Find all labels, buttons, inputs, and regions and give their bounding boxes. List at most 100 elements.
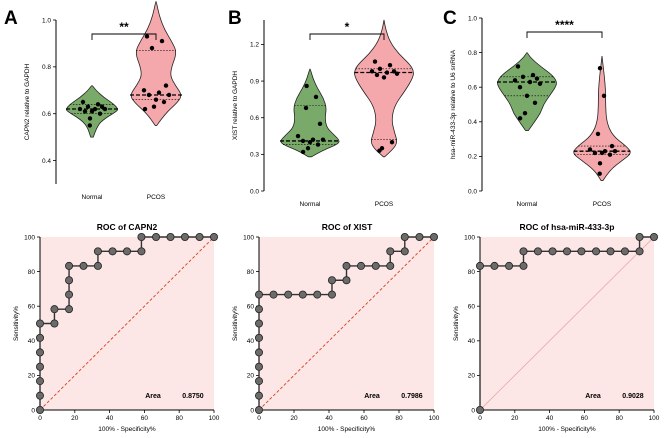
- data-point: [142, 106, 148, 112]
- roc-point: [635, 247, 644, 256]
- data-point: [317, 121, 323, 127]
- violin-normal: [497, 52, 557, 131]
- roc-point: [152, 232, 161, 241]
- roc-point: [635, 232, 644, 241]
- roc-point: [36, 405, 45, 414]
- y-axis-label: hsa-miR-433-3p relative to U6 snRNA: [450, 49, 457, 159]
- data-point: [387, 62, 393, 68]
- data-point: [166, 92, 172, 98]
- roc-point: [606, 247, 615, 256]
- roc-point: [65, 276, 74, 285]
- data-point: [587, 147, 593, 152]
- significance-label: ****: [555, 18, 574, 32]
- y-tick-label: 0.6: [250, 115, 259, 122]
- roc-point: [36, 362, 45, 371]
- roc-point: [254, 348, 263, 357]
- roc-point: [36, 333, 45, 342]
- x-tick-label: 0: [38, 415, 42, 422]
- y-tick-label: 40: [28, 338, 36, 345]
- x-tick-label: 100: [429, 415, 440, 422]
- y-tick-label: 40: [468, 338, 476, 345]
- y-axis-label: Sensitivity%: [13, 306, 20, 341]
- roc-point: [93, 261, 102, 270]
- data-point: [89, 109, 95, 114]
- roc-title: ROC of CAPN2: [97, 222, 158, 232]
- roc-point: [533, 247, 542, 256]
- x-tick-label: 60: [581, 415, 589, 422]
- y-tick-label: 0.2: [468, 154, 477, 161]
- data-point: [87, 123, 93, 128]
- reference-diagonal: [39, 236, 215, 411]
- data-point: [612, 149, 618, 154]
- roc-point: [65, 261, 74, 270]
- data-point: [163, 83, 169, 88]
- area-label: Area: [585, 393, 601, 400]
- roc-point: [650, 232, 659, 241]
- x-category-label: PCOS: [147, 194, 166, 201]
- roc-point: [313, 290, 322, 299]
- data-point: [97, 111, 103, 116]
- roc-point: [429, 232, 438, 241]
- data-point: [597, 171, 602, 176]
- data-point: [305, 146, 311, 151]
- roc-point: [490, 261, 499, 270]
- roc-point: [137, 232, 146, 241]
- data-point: [159, 38, 165, 44]
- roc-point: [50, 305, 59, 314]
- data-point: [530, 72, 536, 78]
- data-point: [307, 139, 313, 145]
- y-tick-label: 100: [243, 234, 254, 241]
- roc-point: [620, 247, 629, 256]
- y-tick-label: 0.0: [250, 188, 259, 195]
- y-tick-label: 40: [247, 338, 255, 345]
- roc-point: [254, 333, 263, 342]
- violin-pcos: [573, 56, 631, 182]
- data-point: [156, 90, 162, 95]
- roc-point: [50, 319, 59, 328]
- roc-point: [254, 391, 263, 400]
- significance-bracket: [91, 33, 157, 40]
- y-tick-label: 60: [468, 304, 476, 311]
- x-category-label: PCOS: [593, 201, 612, 208]
- data-point: [92, 106, 98, 112]
- data-point: [310, 137, 316, 142]
- data-point: [512, 78, 518, 83]
- reference-diagonal: [479, 236, 655, 411]
- roc-point: [519, 247, 528, 256]
- x-axis-label: 100% - Specificity%: [538, 426, 596, 433]
- x-category-label: Normal: [300, 201, 322, 208]
- data-point: [517, 85, 523, 90]
- roc-point: [65, 290, 74, 299]
- y-tick-label: 100: [464, 234, 475, 241]
- violin-pcos: [354, 19, 414, 158]
- area-value: 0.8750: [182, 393, 204, 400]
- roc-title: ROC of XIST: [322, 222, 373, 232]
- roc-point: [475, 261, 484, 270]
- roc-point: [475, 405, 484, 414]
- y-tick-label: 80: [28, 269, 36, 276]
- roc-point: [254, 319, 263, 328]
- area-label: Area: [145, 393, 161, 400]
- y-axis-label: Sensitivity%: [453, 306, 460, 341]
- y-tick-label: 0.4: [42, 158, 51, 165]
- data-point: [599, 150, 605, 156]
- data-point: [374, 72, 380, 78]
- x-tick-label: 40: [325, 415, 333, 422]
- data-point: [372, 59, 378, 64]
- data-point: [517, 116, 523, 121]
- data-point: [95, 102, 101, 107]
- roc-point: [298, 290, 307, 299]
- data-point: [592, 150, 598, 156]
- significance-label: *: [345, 20, 350, 34]
- data-point: [609, 143, 615, 149]
- roc-point: [386, 261, 395, 270]
- data-point: [532, 100, 538, 105]
- data-point: [313, 94, 319, 100]
- data-point: [87, 116, 93, 121]
- data-point: [377, 148, 382, 153]
- roc-point: [180, 232, 189, 241]
- roc-point: [93, 247, 102, 256]
- data-point: [534, 76, 540, 81]
- x-axis-label: 100% - Specificity%: [318, 426, 376, 433]
- y-tick-label: 0.6: [42, 111, 51, 118]
